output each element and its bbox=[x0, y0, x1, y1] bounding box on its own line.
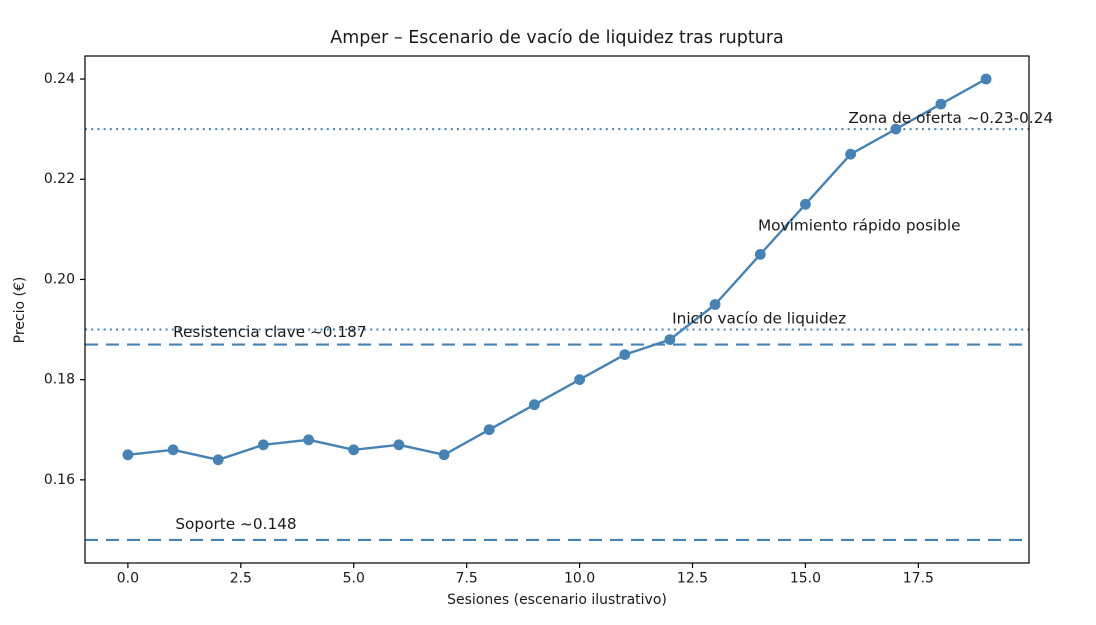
annotation-resistencia: Resistencia clave ~0.187 bbox=[173, 323, 367, 341]
y-tick-label: 0.24 bbox=[44, 71, 75, 87]
data-point-marker bbox=[709, 299, 721, 310]
x-tick-label: 12.5 bbox=[677, 571, 708, 587]
data-point-marker bbox=[574, 374, 585, 385]
data-point-marker bbox=[980, 73, 992, 85]
plot-area-border bbox=[84, 55, 1030, 564]
data-point-marker bbox=[800, 198, 811, 210]
price-line bbox=[126, 77, 988, 461]
x-tick-label: 5.0 bbox=[343, 571, 365, 587]
y-tick-label: 0.20 bbox=[44, 271, 75, 287]
data-point-marker bbox=[754, 249, 766, 260]
x-tick-label: 10.0 bbox=[564, 571, 595, 587]
annotation-movimiento-rapido: Movimiento rápido posible bbox=[758, 216, 961, 234]
chart-title: Amper – Escenario de vacío de liquidez t… bbox=[330, 28, 784, 48]
data-point-marker bbox=[258, 439, 269, 451]
data-point-marker bbox=[664, 334, 676, 345]
data-point-marker bbox=[890, 123, 902, 135]
data-point-marker bbox=[348, 444, 360, 456]
data-point-marker bbox=[619, 349, 631, 360]
y-tick-label: 0.22 bbox=[44, 171, 75, 187]
data-point-marker bbox=[529, 399, 540, 411]
data-point-marker bbox=[122, 449, 134, 461]
x-tick-label: 2.5 bbox=[230, 571, 252, 587]
x-tick-label: 0.0 bbox=[117, 571, 139, 587]
y-axis-label: Precio (€) bbox=[12, 276, 28, 344]
data-point-marker bbox=[438, 449, 450, 461]
y-tick-label: 0.16 bbox=[44, 472, 75, 488]
x-tick-label: 17.5 bbox=[903, 571, 934, 587]
x-tick-label: 7.5 bbox=[456, 571, 478, 587]
data-point-marker bbox=[483, 424, 495, 436]
annotation-soporte: Soporte ~0.148 bbox=[175, 515, 296, 533]
annotation-zona-oferta: Zona de oferta ~0.23-0.24 bbox=[848, 109, 1053, 127]
data-point-marker bbox=[167, 444, 179, 456]
data-point-marker bbox=[212, 454, 224, 466]
x-axis-label: Sesiones (escenario ilustrativo) bbox=[447, 592, 667, 608]
data-point-marker bbox=[303, 434, 314, 446]
x-tick-label: 15.0 bbox=[790, 571, 821, 587]
data-point-marker bbox=[845, 148, 856, 160]
data-point-marker bbox=[935, 98, 947, 110]
data-point-marker bbox=[393, 439, 405, 451]
annotation-inicio-vacio: Inicio vacío de liquidez bbox=[672, 310, 846, 328]
y-tick-label: 0.18 bbox=[44, 372, 75, 388]
